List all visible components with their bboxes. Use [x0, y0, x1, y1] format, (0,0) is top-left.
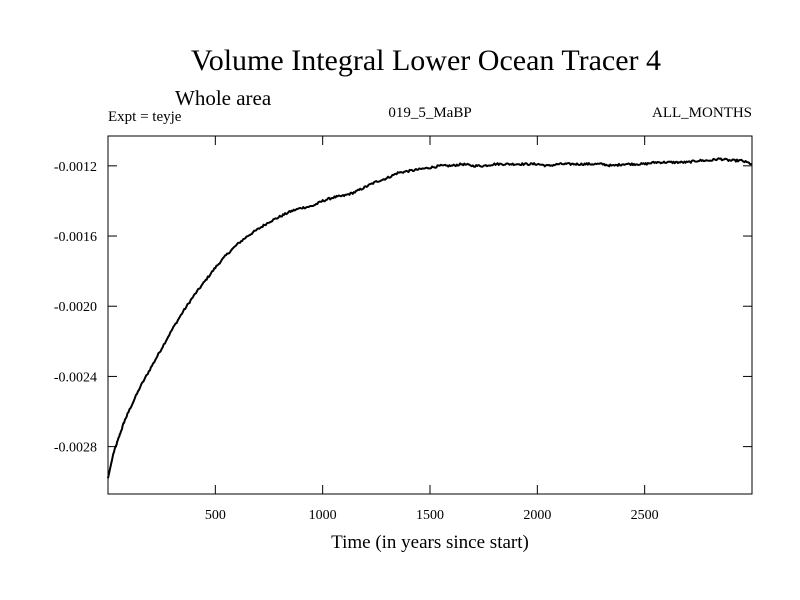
plot-frame: [107, 135, 753, 495]
x-tick-label: 2500: [631, 508, 659, 523]
data-series-line: [107, 157, 752, 479]
x-axis-ticks: 500 1000 1500 2000 2500: [205, 136, 659, 523]
y-tick-label: -0.0016: [54, 230, 97, 245]
y-tick-label: -0.0024: [54, 370, 97, 385]
chart-title: Volume Integral Lower Ocean Tracer 4: [191, 44, 661, 77]
chart-subtitle: Whole area: [175, 86, 272, 110]
x-tick-label: 1000: [309, 508, 337, 523]
x-tick-label: 500: [205, 508, 226, 523]
x-axis-label: Time (in years since start): [331, 532, 529, 553]
period-label: 019_5_MaBP: [388, 105, 471, 121]
y-tick-label: -0.0012: [54, 160, 97, 175]
x-tick-label: 2000: [523, 508, 551, 523]
experiment-label: Expt = teyje: [108, 109, 182, 125]
y-tick-label: -0.0020: [54, 300, 97, 315]
y-tick-label: -0.0028: [54, 441, 97, 456]
x-tick-label: 1500: [416, 508, 444, 523]
y-axis-ticks: -0.0028 -0.0024 -0.0020 -0.0016 -0.0012: [54, 160, 752, 456]
months-label: ALL_MONTHS: [652, 105, 752, 121]
